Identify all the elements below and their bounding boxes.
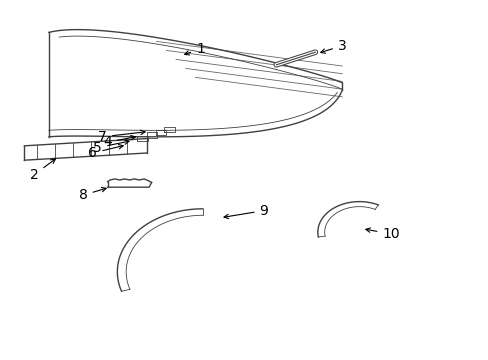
Text: 9: 9	[224, 204, 268, 219]
Text: 3: 3	[320, 39, 346, 53]
Text: 6: 6	[88, 145, 123, 160]
Text: 1: 1	[184, 42, 204, 55]
Text: 4: 4	[103, 135, 135, 149]
Text: 7: 7	[98, 130, 145, 144]
Text: 2: 2	[30, 159, 55, 181]
Text: 10: 10	[365, 227, 399, 241]
Text: 8: 8	[79, 188, 106, 202]
Text: 5: 5	[93, 140, 129, 154]
